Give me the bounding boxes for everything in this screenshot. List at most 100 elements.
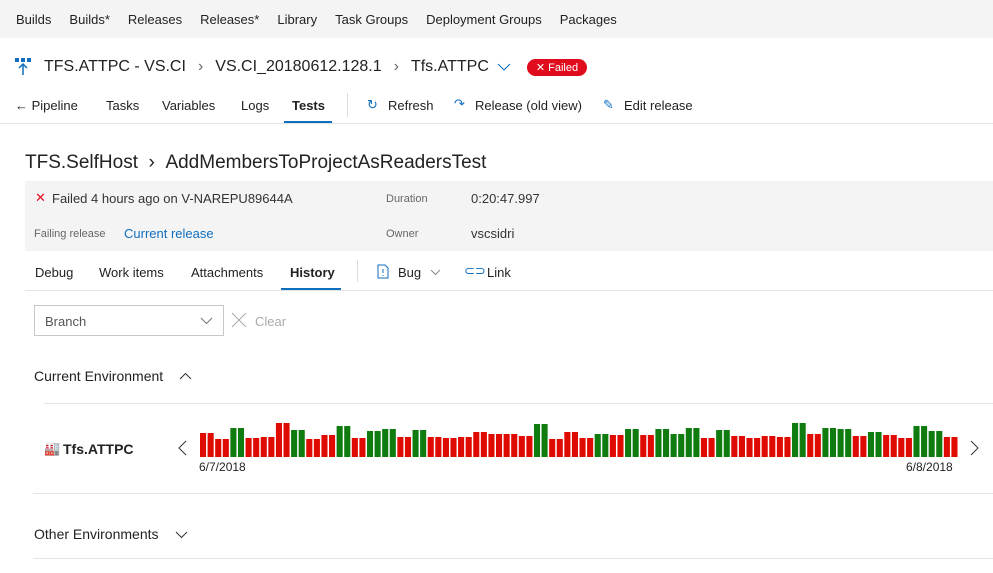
nav-library[interactable]: Library bbox=[277, 11, 318, 27]
failed-run-bar[interactable] bbox=[587, 438, 594, 457]
failed-run-bar[interactable] bbox=[268, 437, 275, 457]
passed-run-bar[interactable] bbox=[792, 423, 799, 457]
passed-run-bar[interactable] bbox=[875, 432, 882, 457]
current-environment-header[interactable]: Current Environment bbox=[34, 368, 164, 384]
refresh-button[interactable]: Refresh bbox=[388, 98, 434, 113]
failed-run-bar[interactable] bbox=[207, 433, 214, 457]
failed-run-bar[interactable] bbox=[860, 436, 867, 457]
failed-run-bar[interactable] bbox=[564, 432, 571, 457]
passed-run-bar[interactable] bbox=[921, 426, 928, 457]
branch-dropdown[interactable]: Branch bbox=[34, 305, 224, 336]
passed-run-bar[interactable] bbox=[632, 429, 639, 457]
breadcrumb-release[interactable]: VS.CI_20180612.128.1 bbox=[215, 58, 382, 75]
passed-run-bar[interactable] bbox=[716, 430, 723, 457]
failed-run-bar[interactable] bbox=[754, 438, 761, 457]
passed-run-bar[interactable] bbox=[662, 429, 670, 457]
passed-run-bar[interactable] bbox=[344, 426, 351, 457]
failed-run-bar[interactable] bbox=[222, 439, 229, 457]
failed-run-bar[interactable] bbox=[731, 436, 738, 457]
failed-run-bar[interactable] bbox=[275, 423, 282, 457]
passed-run-bar[interactable] bbox=[420, 430, 427, 457]
passed-run-bar[interactable] bbox=[412, 430, 419, 457]
passed-run-bar[interactable] bbox=[366, 431, 374, 457]
passed-run-bar[interactable] bbox=[845, 429, 852, 457]
failed-run-bar[interactable] bbox=[526, 436, 533, 457]
tab-logs[interactable]: Logs bbox=[241, 98, 270, 113]
failed-run-bar[interactable] bbox=[329, 435, 336, 457]
passed-run-bar[interactable] bbox=[655, 429, 662, 457]
failed-run-bar[interactable] bbox=[890, 435, 897, 457]
failed-run-bar[interactable] bbox=[943, 437, 950, 457]
passed-run-bar[interactable] bbox=[670, 434, 677, 457]
failed-run-bar[interactable] bbox=[746, 438, 753, 457]
failed-run-bar[interactable] bbox=[518, 436, 525, 457]
failed-run-bar[interactable] bbox=[951, 437, 958, 457]
passed-run-bar[interactable] bbox=[928, 431, 935, 457]
passed-run-bar[interactable] bbox=[336, 426, 343, 457]
failed-run-bar[interactable] bbox=[769, 436, 776, 457]
failed-run-bar[interactable] bbox=[852, 436, 859, 457]
failed-run-bar[interactable] bbox=[458, 437, 465, 457]
chevron-down-icon[interactable] bbox=[430, 269, 441, 276]
failed-run-bar[interactable] bbox=[359, 438, 366, 457]
failed-run-bar[interactable] bbox=[480, 432, 487, 457]
failed-run-bar[interactable] bbox=[738, 436, 745, 457]
passed-run-bar[interactable] bbox=[533, 424, 541, 457]
failed-run-bar[interactable] bbox=[215, 439, 222, 457]
failed-run-bar[interactable] bbox=[473, 432, 480, 457]
failed-run-bar[interactable] bbox=[313, 439, 320, 457]
breadcrumb-pipeline[interactable]: TFS.ATTPC - VS.CI bbox=[44, 58, 186, 75]
other-environments-header[interactable]: Other Environments bbox=[34, 526, 159, 542]
tab-work-items[interactable]: Work items bbox=[99, 265, 164, 280]
edit-release-button[interactable]: Edit release bbox=[624, 98, 693, 113]
failed-run-bar[interactable] bbox=[306, 439, 313, 457]
passed-run-bar[interactable] bbox=[678, 434, 685, 457]
nav-packages[interactable]: Packages bbox=[559, 11, 617, 27]
passed-run-bar[interactable] bbox=[237, 428, 245, 457]
failed-run-bar[interactable] bbox=[465, 437, 472, 457]
failed-run-bar[interactable] bbox=[260, 437, 267, 457]
passed-run-bar[interactable] bbox=[723, 430, 730, 457]
passed-run-bar[interactable] bbox=[291, 430, 298, 457]
passed-run-bar[interactable] bbox=[298, 430, 305, 457]
current-release-link[interactable]: Current release bbox=[124, 226, 214, 241]
passed-run-bar[interactable] bbox=[389, 429, 396, 457]
failed-run-bar[interactable] bbox=[776, 437, 783, 457]
tab-tasks[interactable]: Tasks bbox=[106, 98, 140, 113]
failed-run-bar[interactable] bbox=[700, 438, 708, 457]
chevron-right-icon[interactable] bbox=[970, 440, 979, 456]
failed-run-bar[interactable] bbox=[321, 435, 328, 457]
passed-run-bar[interactable] bbox=[799, 423, 806, 457]
passed-run-bar[interactable] bbox=[822, 428, 829, 457]
nav-releases-star[interactable]: Releases* bbox=[200, 11, 260, 27]
passed-run-bar[interactable] bbox=[685, 428, 692, 457]
passed-run-bar[interactable] bbox=[374, 431, 381, 457]
passed-run-bar[interactable] bbox=[693, 428, 700, 457]
chevron-down-icon[interactable] bbox=[497, 63, 511, 71]
nav-deployment-groups[interactable]: Deployment Groups bbox=[426, 11, 542, 27]
failed-run-bar[interactable] bbox=[640, 435, 647, 457]
tab-attachments[interactable]: Attachments bbox=[191, 265, 264, 280]
nav-releases[interactable]: Releases bbox=[127, 11, 183, 27]
passed-run-bar[interactable] bbox=[829, 428, 837, 457]
release-old-view-button[interactable]: Release (old view) bbox=[475, 98, 582, 113]
passed-run-bar[interactable] bbox=[913, 426, 920, 457]
failed-run-bar[interactable] bbox=[609, 435, 616, 457]
failed-run-bar[interactable] bbox=[905, 438, 912, 457]
failed-run-bar[interactable] bbox=[883, 435, 890, 457]
tab-tests[interactable]: Tests bbox=[292, 98, 325, 113]
passed-run-bar[interactable] bbox=[867, 432, 875, 457]
failed-run-bar[interactable] bbox=[708, 438, 715, 457]
failed-run-bar[interactable] bbox=[814, 434, 821, 457]
chevron-down-icon[interactable] bbox=[175, 531, 188, 539]
create-bug-button[interactable]: Bug bbox=[398, 265, 422, 280]
breadcrumb-environment[interactable]: Tfs.ATTPC bbox=[410, 58, 489, 75]
failed-run-bar[interactable] bbox=[397, 437, 404, 457]
failed-run-bar[interactable] bbox=[450, 438, 457, 457]
failed-run-bar[interactable] bbox=[784, 437, 791, 457]
clear-button[interactable]: Clear bbox=[255, 314, 287, 329]
test-parent[interactable]: TFS.SelfHost bbox=[25, 152, 138, 173]
passed-run-bar[interactable] bbox=[382, 429, 389, 457]
failed-run-bar[interactable] bbox=[442, 438, 449, 457]
failed-run-bar[interactable] bbox=[435, 437, 442, 457]
